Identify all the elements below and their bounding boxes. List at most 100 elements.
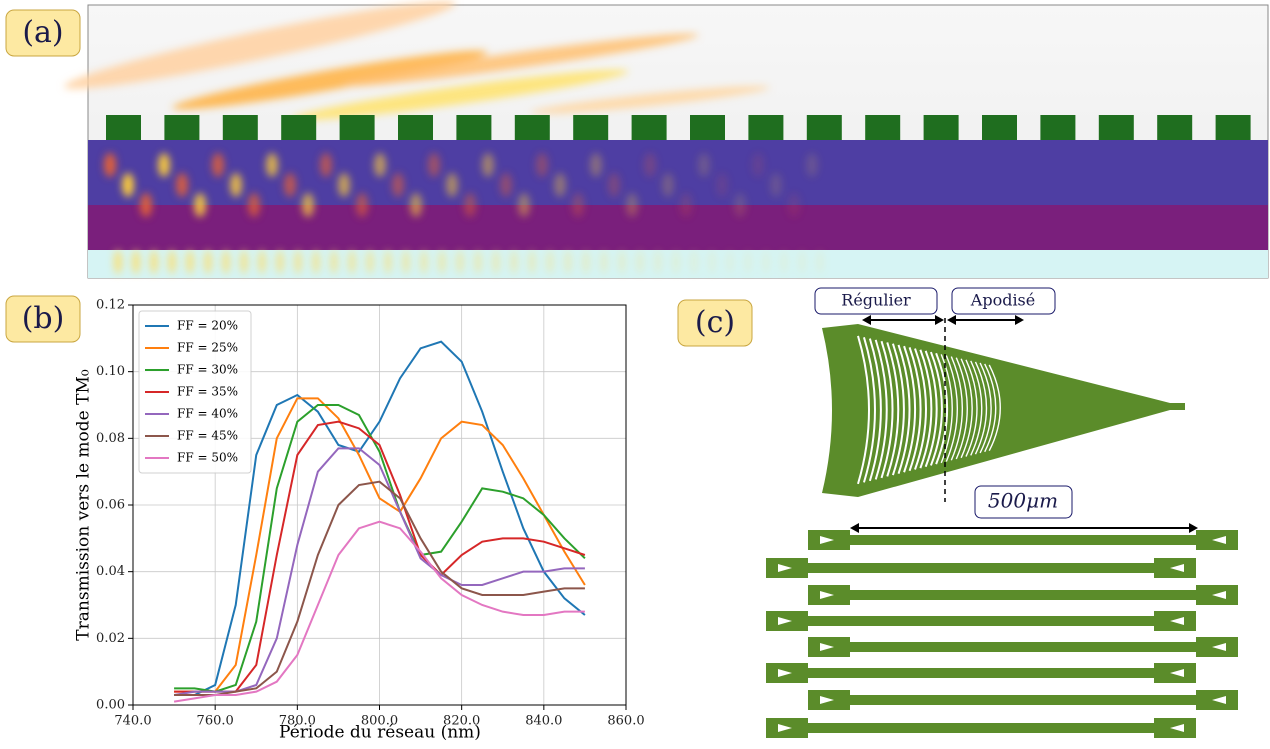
grating-arc	[955, 357, 968, 460]
field-lobe	[626, 193, 638, 217]
y-tick-label: 0.02	[96, 631, 125, 646]
arrows	[850, 315, 1198, 533]
field-lobe	[572, 193, 584, 217]
field-lobe	[734, 193, 746, 217]
field-lobe	[104, 153, 116, 177]
grating-arc	[945, 355, 958, 462]
field-lobe	[644, 153, 656, 177]
waveguide	[850, 695, 1196, 705]
field-lobe	[276, 250, 284, 274]
field-lobe	[546, 250, 554, 274]
field-lobe	[114, 250, 122, 274]
waveguide	[850, 642, 1196, 652]
grating-teeth	[106, 115, 1251, 140]
series-line	[173, 447, 585, 696]
waveguides	[766, 530, 1238, 738]
y-tick-label: 0.10	[96, 364, 125, 379]
field-lobe	[132, 250, 140, 274]
grating-arc	[965, 359, 978, 457]
field-lobe	[698, 153, 710, 177]
grating-arc	[863, 336, 876, 483]
grating-arc	[979, 362, 992, 454]
label-box	[677, 299, 753, 347]
field-lobe	[176, 173, 188, 197]
x-tick-label: 760.0	[197, 714, 234, 729]
x-tick-label: 780.0	[279, 714, 316, 729]
field-lobe	[806, 153, 818, 177]
x-tick-label: 860.0	[607, 714, 644, 729]
legend-label: FF = 50%	[177, 451, 238, 465]
y-tick-label: 0.04	[96, 564, 125, 579]
tooth	[1215, 115, 1251, 140]
grating-arc	[929, 351, 943, 466]
field-lobe	[662, 173, 674, 197]
field-lobe	[222, 250, 230, 274]
field-lobe	[150, 250, 158, 274]
field-lobe	[410, 193, 422, 217]
label-box	[814, 287, 938, 315]
legend-label: FF = 40%	[177, 407, 238, 421]
field-lobe	[172, 50, 488, 110]
tooth	[690, 115, 725, 140]
grating-arc	[974, 361, 988, 455]
series-line	[174, 397, 586, 693]
waveguide	[808, 563, 1154, 573]
field-lobe	[600, 250, 608, 274]
field-lobe	[554, 173, 566, 197]
field-lobe	[186, 250, 194, 274]
tooth	[982, 115, 1017, 140]
tooth	[631, 115, 667, 140]
field-lobe	[474, 250, 482, 274]
grating-arc	[919, 349, 933, 469]
series-line	[173, 520, 585, 703]
field-lobe	[530, 86, 770, 114]
tooth	[339, 115, 375, 140]
label-box	[5, 295, 81, 343]
field-lobe	[518, 193, 530, 217]
tooth	[106, 115, 141, 140]
field-lobe	[770, 173, 782, 197]
label-box	[5, 9, 81, 57]
waveguide	[850, 590, 1196, 600]
field-lobe	[240, 250, 248, 274]
field-lobe	[168, 250, 176, 274]
waveguide	[808, 668, 1154, 678]
field-lobe	[582, 250, 590, 274]
waveguide	[850, 535, 1196, 545]
x-tick-label: 800.0	[361, 714, 398, 729]
field-lobe	[312, 250, 320, 274]
field-lobe	[302, 193, 314, 217]
tooth	[281, 115, 317, 140]
tooth	[806, 115, 842, 140]
field-lobe	[266, 153, 278, 177]
field-lobe	[291, 69, 629, 121]
field-lobe	[654, 250, 662, 274]
grating-arc	[880, 340, 894, 479]
field-lobe	[690, 250, 698, 274]
field-lobe	[366, 250, 374, 274]
series-line	[174, 480, 585, 696]
panel-c: Régulier Apodisé 500μm	[766, 287, 1238, 738]
field-lobe	[464, 193, 476, 217]
field-lobe	[798, 250, 806, 274]
field-lobe	[528, 250, 536, 274]
grating-arc	[988, 364, 1001, 452]
legend-label: FF = 30%	[177, 363, 238, 377]
field-lobe	[284, 173, 296, 197]
field-lobe	[680, 193, 692, 217]
field-lobe	[762, 250, 770, 274]
y-tick-label: 0.00	[96, 698, 125, 713]
field-lobe	[482, 153, 494, 177]
tooth	[1098, 115, 1134, 140]
legend-box	[138, 310, 252, 474]
grating-arc	[970, 360, 983, 456]
field-lobe	[618, 250, 626, 274]
tooth	[865, 115, 901, 140]
coupler	[822, 324, 1185, 497]
field-lobe	[384, 250, 392, 274]
field-lobe	[356, 193, 368, 217]
tooth	[514, 115, 550, 140]
buffer-layer	[88, 205, 1268, 250]
field-lobe	[726, 250, 734, 274]
